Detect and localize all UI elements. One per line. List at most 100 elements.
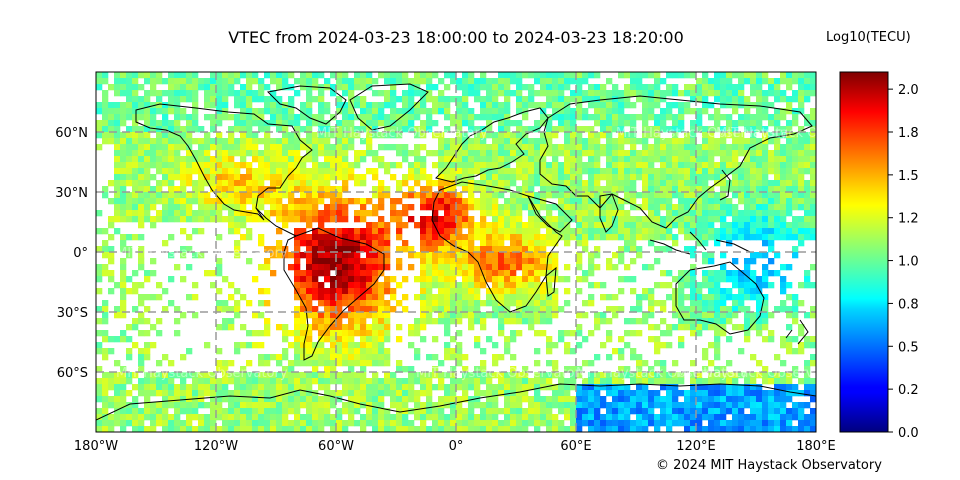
tec-cell <box>384 126 391 133</box>
tec-cell <box>324 156 331 163</box>
tec-cell <box>252 156 259 163</box>
tec-cell <box>138 132 145 139</box>
tec-cell <box>558 114 565 121</box>
tec-cell <box>720 306 727 313</box>
tec-cell <box>306 258 313 265</box>
tec-cell <box>438 258 445 265</box>
tec-cell <box>336 294 343 301</box>
tec-cell <box>546 396 553 403</box>
tec-cell <box>726 288 733 295</box>
tec-cell <box>684 228 691 235</box>
tec-cell <box>552 90 559 97</box>
tec-cell <box>402 78 409 85</box>
tec-cell <box>696 294 703 301</box>
tec-cell <box>312 282 319 289</box>
tec-cell <box>426 222 433 229</box>
tec-cell <box>744 168 751 175</box>
tec-cell <box>498 210 505 217</box>
tec-cell <box>252 90 259 97</box>
tec-cell <box>642 102 649 109</box>
tec-cell <box>216 138 223 145</box>
tec-cell <box>246 378 253 385</box>
tec-cell <box>498 408 505 415</box>
tec-cell <box>588 126 595 133</box>
tec-cell <box>654 258 661 265</box>
tec-cell <box>414 324 421 331</box>
tec-cell <box>432 414 439 421</box>
tec-cell <box>702 222 709 229</box>
tec-cell <box>120 72 127 79</box>
tec-cell <box>480 402 487 409</box>
tec-cell <box>378 192 385 199</box>
tec-cell <box>528 180 535 187</box>
tec-cell <box>468 264 475 271</box>
tec-cell <box>696 198 703 205</box>
tec-cell <box>504 102 511 109</box>
tec-cell <box>318 96 325 103</box>
tec-cell <box>210 282 217 289</box>
tec-cell <box>594 180 601 187</box>
tec-cell <box>144 204 151 211</box>
tec-cell <box>294 348 301 355</box>
tec-cell <box>516 174 523 181</box>
tec-cell <box>276 360 283 367</box>
tec-cell <box>714 294 721 301</box>
tec-cell <box>606 258 613 265</box>
tec-cell <box>456 222 463 229</box>
tec-cell <box>210 90 217 97</box>
tec-cell <box>132 156 139 163</box>
tec-cell <box>144 174 151 181</box>
tec-cell <box>702 162 709 169</box>
tec-cell <box>210 126 217 133</box>
tec-cell <box>306 360 313 367</box>
tec-cell <box>516 258 523 265</box>
tec-cell <box>732 192 739 199</box>
tec-cell <box>606 378 613 385</box>
tec-cell <box>564 132 571 139</box>
tec-cell <box>534 306 541 313</box>
tec-cell <box>702 156 709 163</box>
tec-cell <box>540 372 547 379</box>
tec-cell <box>666 144 673 151</box>
tec-cell <box>762 144 769 151</box>
tec-cell <box>552 300 559 307</box>
tec-cell <box>306 234 313 241</box>
tec-cell <box>444 420 451 427</box>
tec-cell <box>576 384 583 391</box>
tec-cell <box>750 408 757 415</box>
tec-cell <box>162 390 169 397</box>
tec-cell <box>480 138 487 145</box>
tec-cell <box>480 282 487 289</box>
tec-cell <box>450 306 457 313</box>
tec-cell <box>678 90 685 97</box>
tec-cell <box>324 312 331 319</box>
tec-cell <box>276 396 283 403</box>
tec-cell <box>744 120 751 127</box>
tec-cell <box>642 204 649 211</box>
tec-cell <box>492 384 499 391</box>
tec-cell <box>390 174 397 181</box>
tec-cell <box>384 252 391 259</box>
tec-cell <box>264 396 271 403</box>
tec-cell <box>546 282 553 289</box>
tec-cell <box>714 150 721 157</box>
tec-cell <box>528 318 535 325</box>
tec-cell <box>228 72 235 79</box>
tec-cell <box>660 204 667 211</box>
tec-cell <box>246 360 253 367</box>
tec-cell <box>516 168 523 175</box>
tec-cell <box>228 216 235 223</box>
tec-cell <box>468 228 475 235</box>
tec-cell <box>708 390 715 397</box>
tec-cell <box>630 240 637 247</box>
tec-cell <box>624 366 631 373</box>
tec-cell <box>402 240 409 247</box>
tec-cell <box>300 102 307 109</box>
tec-cell <box>618 378 625 385</box>
tec-cell <box>522 144 529 151</box>
tec-cell <box>780 108 787 115</box>
tec-cell <box>594 186 601 193</box>
tec-cell <box>108 270 115 277</box>
tec-cell <box>198 396 205 403</box>
tec-cell <box>660 396 667 403</box>
